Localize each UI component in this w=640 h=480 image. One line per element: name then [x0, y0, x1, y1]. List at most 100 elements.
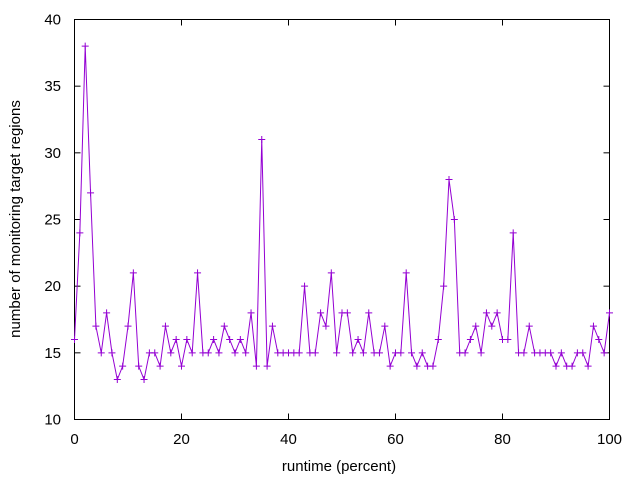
data-point: [359, 349, 367, 357]
y-tick-label: 35: [44, 78, 61, 95]
y-tick-label: 20: [44, 278, 61, 295]
x-tick-label: 20: [173, 431, 190, 448]
x-tick-label: 100: [597, 431, 622, 448]
y-tick-label: 25: [44, 212, 61, 229]
axis-ticks: [74, 19, 610, 420]
data-point: [488, 322, 496, 330]
x-tick-label: 0: [70, 431, 78, 448]
data-point: [450, 216, 458, 223]
data-point: [375, 349, 383, 357]
data-point: [606, 309, 613, 317]
data-point: [429, 362, 437, 370]
data-point: [568, 362, 576, 370]
data-point: [579, 349, 587, 357]
data-point: [151, 349, 159, 357]
data-point: [226, 336, 234, 343]
y-tick-label: 30: [44, 145, 61, 162]
data-point: [595, 336, 603, 343]
data-point: [509, 229, 517, 237]
data-point: [124, 322, 132, 330]
data-point: [413, 362, 421, 370]
data-point: [76, 229, 84, 237]
data-point: [263, 362, 271, 370]
x-tick-label: 40: [280, 431, 297, 448]
data-point: [317, 309, 325, 317]
data-point: [354, 336, 362, 343]
plot-frame: [74, 19, 610, 420]
data-point: [220, 322, 228, 330]
data-point: [477, 349, 485, 357]
data-point: [247, 309, 255, 317]
y-axis-title: number of monitoring target regions: [7, 100, 24, 338]
data-point: [493, 309, 501, 317]
x-axis-title: runtime (percent): [282, 458, 396, 475]
data-point: [242, 349, 250, 357]
data-point: [343, 309, 351, 317]
data-point: [81, 42, 89, 50]
data-point: [327, 269, 335, 277]
axis-tick-labels: 0 20 40 60 80 100 10 15 20 25 30 35 40: [44, 12, 622, 449]
data-point: [589, 322, 597, 330]
data-point: [365, 309, 373, 317]
data-point: [402, 269, 410, 277]
data-point: [178, 362, 185, 370]
data-point: [584, 362, 592, 370]
data-point: [440, 282, 448, 290]
data-point: [525, 322, 533, 330]
x-tick-label: 80: [494, 431, 511, 448]
data-point: [71, 336, 78, 343]
data-point: [482, 309, 490, 317]
data-point: [140, 376, 148, 383]
data-point: [167, 349, 175, 357]
data-point: [461, 349, 469, 357]
data-point: [386, 362, 394, 370]
data-point: [381, 322, 389, 330]
data-point: [188, 349, 196, 357]
data-point: [210, 336, 218, 343]
data-point: [547, 349, 555, 357]
data-point: [108, 349, 116, 357]
data-point: [557, 349, 565, 357]
data-point: [231, 349, 239, 357]
data-point: [301, 282, 309, 290]
y-tick-label: 40: [44, 12, 61, 29]
data-point: [258, 136, 266, 143]
data-point: [236, 336, 244, 343]
data-point: [397, 349, 405, 357]
data-point: [156, 362, 164, 370]
data-point: [204, 349, 212, 357]
series-markers: [71, 42, 613, 383]
data-point: [215, 349, 223, 357]
data-point: [504, 336, 512, 343]
data-point: [194, 269, 202, 277]
data-point: [172, 336, 180, 343]
data-point: [322, 322, 330, 330]
y-tick-label: 15: [44, 345, 61, 362]
data-point: [418, 349, 426, 357]
data-point: [552, 362, 560, 370]
data-point: [119, 362, 127, 370]
data-point: [445, 176, 453, 183]
data-point: [311, 349, 319, 357]
data-point: [466, 336, 474, 343]
data-point: [333, 349, 341, 357]
data-point: [252, 362, 260, 370]
data-point: [268, 322, 276, 330]
data-point: [97, 349, 105, 357]
data-point: [600, 349, 608, 357]
data-point: [434, 336, 442, 343]
data-point: [92, 322, 100, 330]
data-point: [295, 349, 303, 357]
y-tick-label: 10: [44, 412, 61, 429]
data-point: [161, 322, 169, 330]
data-point: [103, 309, 111, 317]
data-point: [87, 189, 95, 197]
data-point: [349, 349, 357, 357]
data-point: [408, 349, 416, 357]
x-tick-label: 60: [387, 431, 404, 448]
data-point: [183, 336, 191, 343]
data-point: [472, 322, 480, 330]
data-point: [520, 349, 528, 357]
data-point: [135, 362, 143, 370]
